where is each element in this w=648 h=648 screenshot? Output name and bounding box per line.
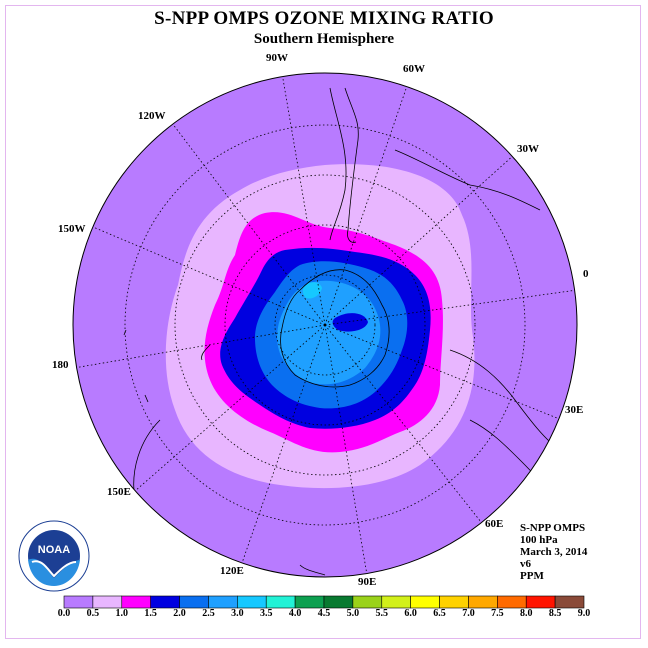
lon-label-30w: 30W [517, 143, 539, 155]
colorbar-tick-label: 5.5 [375, 608, 389, 619]
colorbar-swatch [410, 595, 440, 609]
colorbar-swatch [294, 595, 325, 609]
colorbar-tick-label: 6.5 [433, 608, 446, 619]
colorbar-tick-label: 9.0 [577, 608, 591, 619]
lon-label-60w: 60W [403, 63, 425, 75]
colorbar-swatch [352, 595, 383, 609]
figure-subtitle: Southern Hemisphere [253, 31, 395, 47]
colorbar-tick-label: 2.0 [173, 608, 186, 619]
lon-label-0: 0 [583, 268, 589, 280]
lon-label-150e: 150E [107, 486, 131, 498]
info-version: v6 [520, 558, 531, 570]
logo-text: NOAA [38, 544, 70, 556]
colorbar-swatch [439, 595, 469, 609]
colorbar-tick-label: 4.5 [317, 608, 331, 619]
colorbar-tick-label: 7.0 [462, 608, 475, 619]
lon-label-90w: 90W [266, 52, 288, 64]
colorbar-tick-label: 0.5 [86, 608, 100, 619]
colorbar-swatch [121, 595, 151, 609]
lon-label-150w: 150W [58, 223, 86, 235]
colorbar-swatch [150, 595, 180, 609]
product-info: S-NPP OMPS 100 hPa March 3, 2014 v6 PPM [520, 522, 587, 582]
colorbar-swatch [237, 595, 267, 609]
lon-label-120e: 120E [220, 565, 244, 577]
lon-label-90e: 90E [358, 576, 377, 588]
colorbar-tick-label: 4.0 [288, 608, 302, 619]
figure-frame [5, 5, 641, 639]
colorbar-tick-label: 8.5 [548, 608, 562, 619]
colorbar-tick-label: 1.0 [115, 608, 129, 619]
ozone-low-core [332, 313, 368, 332]
graticule [73, 73, 577, 576]
colorbar-swatch [468, 595, 498, 609]
ozone-contour-2.5 [277, 280, 381, 385]
lon-label-30e: 30E [565, 404, 584, 416]
lon-label-180: 180 [52, 359, 69, 371]
colorbar-tick-label: 2.5 [202, 608, 215, 619]
colorbar-swatch [63, 595, 94, 609]
noaa-logo: NOAA [18, 520, 90, 592]
colorbar-swatch [179, 595, 209, 609]
colorbar-tick-label: 1.5 [144, 608, 157, 619]
colorbar-tick-label: 8.0 [519, 608, 533, 619]
colorbar-swatch [208, 595, 238, 609]
colorbar-tick-label: 7.5 [491, 608, 504, 619]
colorbar-swatch [323, 595, 354, 609]
colorbar-swatch [381, 595, 411, 609]
colorbar-swatch [265, 595, 296, 609]
ozone-contour-3.0-patch [302, 282, 322, 299]
colorbar-swatch [497, 595, 527, 609]
figure-title: S-NPP OMPS OZONE MIXING RATIO [154, 8, 494, 29]
colorbar-swatch [554, 595, 585, 609]
colorbar-tick-label: 0.0 [57, 608, 71, 619]
info-instrument: S-NPP OMPS [520, 522, 586, 534]
colorbar-tick-label: 5.0 [346, 608, 360, 619]
map-border [72, 72, 578, 578]
colorbar-tick-label: 3.0 [231, 608, 244, 619]
lon-label-120w: 120W [138, 110, 166, 122]
colorbar-swatch [92, 595, 123, 609]
lon-label-60e: 60E [485, 518, 504, 530]
info-units: PPM [520, 570, 544, 582]
info-level: 100 hPa [520, 534, 558, 546]
info-date: March 3, 2014 [520, 546, 588, 558]
colorbar-swatch [525, 595, 556, 609]
colorbar-tick-label: 3.5 [259, 608, 273, 619]
colorbar [63, 595, 585, 609]
colorbar-tick-label: 6.0 [404, 608, 417, 619]
